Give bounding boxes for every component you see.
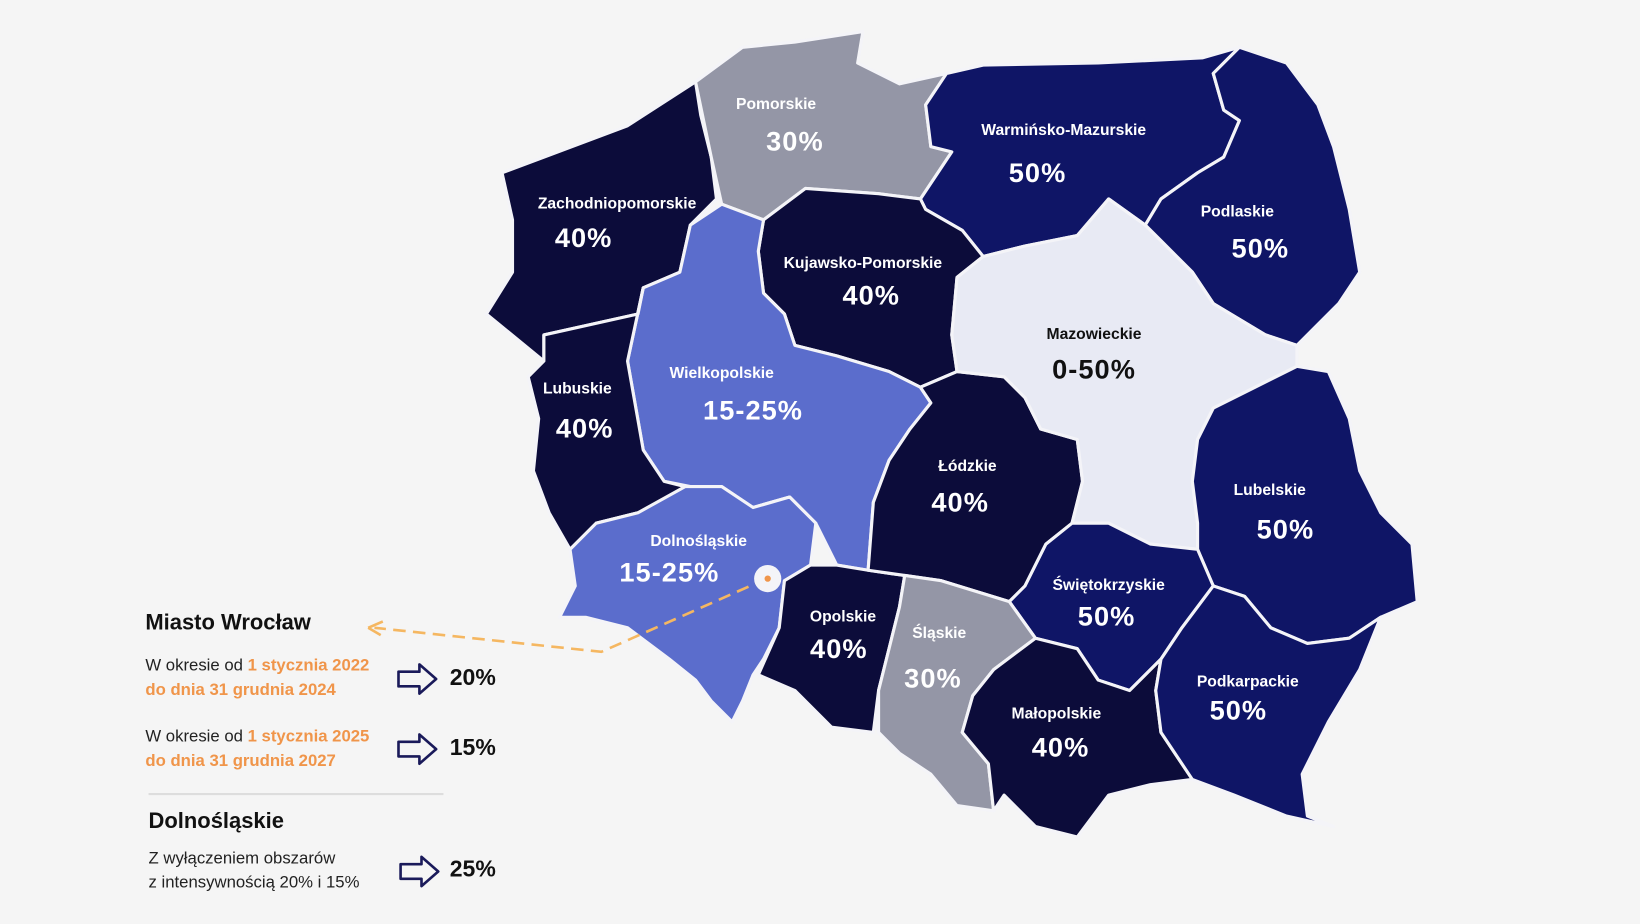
region-name: Zachodniopomorskie bbox=[538, 195, 697, 212]
region: Podkarpackie 50% bbox=[1154, 584, 1383, 829]
period-value: 20% bbox=[450, 664, 496, 690]
region: Dolnośląskie 15-25% bbox=[557, 485, 818, 724]
period-prefix: W okresie od bbox=[145, 727, 247, 746]
region-value: 15-25% bbox=[619, 557, 719, 588]
region-name: Opolskie bbox=[810, 608, 876, 625]
region: Warmińsko-Mazurskie 50% bbox=[918, 45, 1241, 259]
region-name: Lubuskie bbox=[543, 380, 612, 397]
region-name: Śląskie bbox=[912, 623, 966, 642]
regions: Zachodniopomorskie 40% Pomorskie 30% Warmińs… bbox=[484, 30, 1419, 839]
note-line: Z wyłączeniem obszarów bbox=[149, 848, 337, 867]
region: Opolskie 40% bbox=[756, 563, 907, 734]
period-prefix: W okresie od bbox=[145, 656, 247, 675]
region-name: Świętokrzyskie bbox=[1052, 575, 1165, 594]
region-value: 40% bbox=[842, 279, 900, 310]
region-value: 50% bbox=[1078, 601, 1136, 632]
region-value: 50% bbox=[1232, 232, 1290, 263]
region-name: Małopolskie bbox=[1012, 706, 1102, 723]
region-name: Lubelskie bbox=[1234, 482, 1307, 499]
arrow bbox=[399, 855, 440, 888]
region-name: Mazowieckie bbox=[1047, 326, 1142, 343]
city-title: Miasto Wrocław bbox=[145, 609, 311, 634]
region-value: 0-50% bbox=[1052, 354, 1136, 385]
region: Śląskie 30% bbox=[877, 573, 1038, 813]
region-value: 50% bbox=[1210, 695, 1268, 726]
note-line: z intensywnością 20% i 15% bbox=[149, 872, 360, 891]
region-value: 50% bbox=[1009, 157, 1067, 188]
period-from: 1 stycznia 2025 bbox=[248, 727, 370, 746]
pointer-line bbox=[374, 577, 768, 654]
region-shape bbox=[557, 485, 818, 724]
legend: Miasto Wrocław W okresie od 1 stycznia 2… bbox=[145, 565, 782, 891]
region-name: Wielkopolskie bbox=[669, 365, 774, 382]
city-dot bbox=[764, 575, 771, 582]
region-shape bbox=[960, 636, 1194, 839]
period-line: W okresie od 1 stycznia 2025 bbox=[145, 727, 369, 746]
pointer-head bbox=[367, 620, 384, 637]
region-value: 15-25% bbox=[703, 395, 803, 426]
region: Lubuskie 40% bbox=[526, 286, 687, 551]
region-name: Podlaskie bbox=[1201, 204, 1274, 221]
region-value: 30% bbox=[766, 126, 824, 157]
region-value: 40% bbox=[810, 633, 868, 664]
period-value: 15% bbox=[450, 734, 496, 760]
period-to: do dnia 31 grudnia 2024 bbox=[145, 680, 336, 699]
region-value: 25% bbox=[450, 856, 496, 882]
period-to: do dnia 31 grudnia 2027 bbox=[145, 751, 335, 770]
region-shape bbox=[1154, 584, 1383, 829]
region: Małopolskie 40% bbox=[960, 636, 1194, 839]
period-from: 1 stycznia 2022 bbox=[248, 656, 370, 675]
region-value: 30% bbox=[904, 662, 962, 693]
region-name: Dolnośląskie bbox=[650, 533, 747, 550]
arrow bbox=[397, 733, 438, 766]
region-name: Pomorskie bbox=[736, 96, 816, 113]
region-name: Łódzkie bbox=[938, 458, 997, 475]
region: Łódzkie 40% bbox=[866, 369, 1085, 604]
region-name: Podkarpackie bbox=[1197, 673, 1299, 690]
period-line: W okresie od 1 stycznia 2022 bbox=[145, 656, 369, 675]
arrow bbox=[397, 663, 438, 695]
region-name: Warmińsko-Mazurskie bbox=[981, 122, 1146, 139]
region-value: 40% bbox=[931, 487, 989, 518]
region: Zachodniopomorskie 40% bbox=[484, 80, 719, 363]
region-name: Kujawsko-Pomorskie bbox=[784, 255, 943, 272]
region-value: 50% bbox=[1257, 514, 1315, 545]
region-title: Dolnośląskie bbox=[149, 808, 284, 833]
region: Pomorskie 30% bbox=[693, 30, 954, 222]
region-value: 40% bbox=[1032, 731, 1090, 762]
region-value: 40% bbox=[555, 222, 613, 253]
region-value: 40% bbox=[556, 412, 614, 443]
